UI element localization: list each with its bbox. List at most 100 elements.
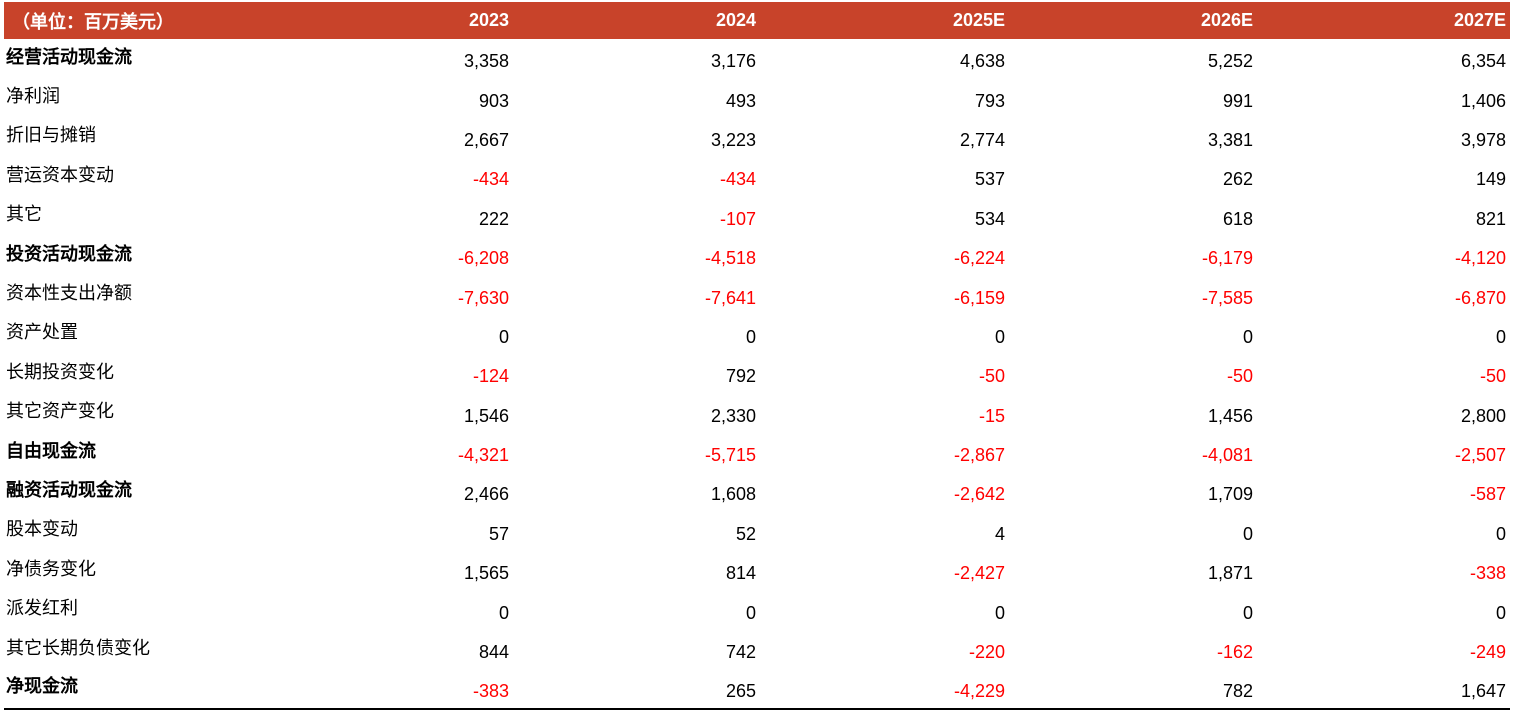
cash-flow-table: （单位：百万美元） 2023 2024 2025E 2026E 2027E 经营… — [4, 2, 1510, 710]
value-cell: 0 — [1495, 602, 1506, 623]
value-cell: 1,647 — [1257, 669, 1510, 710]
row-label: 长期投资变化 — [6, 361, 114, 382]
table-row: 营运资本变动 -434 -434 537 262 149 — [4, 157, 1510, 196]
row-label: 股本变动 — [6, 519, 78, 540]
value-cell: -2,642 — [953, 484, 1005, 505]
value-cell: 222 — [478, 208, 509, 229]
value-cell: -7,630 — [457, 287, 509, 308]
table-body: 经营活动现金流 3,358 3,176 4,638 5,252 6,354 净利润 903 49… — [4, 39, 1510, 710]
table-row: 经营活动现金流 3,358 3,176 4,638 5,252 6,354 — [4, 39, 1510, 78]
table-row: 资产处置 0 0 0 0 0 — [4, 315, 1510, 354]
value-cell: 3,223 — [710, 129, 756, 150]
value-cell: 149 — [1475, 169, 1506, 190]
value-cell: 2,330 — [710, 405, 756, 426]
value-cell: -162 — [1216, 642, 1253, 663]
value-cell: 0 — [745, 326, 756, 347]
value-cell: 991 — [1222, 90, 1253, 111]
row-label: 其它资产变化 — [6, 401, 114, 422]
value-cell: 821 — [1475, 208, 1506, 229]
value-cell: -2,427 — [953, 563, 1005, 584]
value-cell: -50 — [1479, 366, 1506, 387]
table-row: 融资活动现金流 2,466 1,608 -2,642 1,709 -587 — [4, 472, 1510, 511]
row-label: 净利润 — [6, 86, 60, 107]
value-cell: -434 — [472, 169, 509, 190]
value-cell: -434 — [719, 169, 756, 190]
value-cell: -6,224 — [953, 248, 1005, 269]
value-cell: 493 — [725, 90, 756, 111]
value-cell: -6,159 — [953, 287, 1005, 308]
value-cell: -4,518 — [704, 248, 756, 269]
value-cell: 3,176 — [710, 51, 756, 72]
value-cell: -50 — [1226, 366, 1253, 387]
value-cell: 1,565 — [463, 563, 509, 584]
value-cell: -124 — [472, 366, 509, 387]
row-label: 资产处置 — [6, 322, 78, 343]
value-cell: 0 — [1242, 602, 1253, 623]
value-cell: 0 — [745, 602, 756, 623]
row-label: 经营活动现金流 — [6, 46, 132, 67]
value-cell: 793 — [974, 90, 1005, 111]
row-label: 其它长期负债变化 — [6, 637, 150, 658]
table-row: 净债务变化 1,565 814 -2,427 1,871 -338 — [4, 551, 1510, 590]
value-cell: 742 — [725, 642, 756, 663]
header-row: （单位：百万美元） 2023 2024 2025E 2026E 2027E — [4, 2, 1510, 39]
row-label: 资本性支出净额 — [6, 283, 132, 304]
value-cell: 1,871 — [1207, 563, 1253, 584]
value-cell: -50 — [978, 366, 1005, 387]
value-cell: 5,252 — [1207, 51, 1253, 72]
row-label: 投资活动现金流 — [6, 243, 132, 264]
value-cell: 57 — [488, 523, 509, 544]
value-cell: 0 — [1242, 523, 1253, 544]
value-cell: 618 — [1222, 208, 1253, 229]
row-label: 其它 — [6, 204, 42, 225]
value-cell: -4,081 — [1201, 445, 1253, 466]
value-cell: -4,120 — [1454, 248, 1506, 269]
table-row: 长期投资变化 -124 792 -50 -50 -50 — [4, 354, 1510, 393]
value-cell: 3,381 — [1207, 129, 1253, 150]
value-cell: 262 — [1222, 169, 1253, 190]
value-cell: 537 — [974, 169, 1005, 190]
value-cell: -5,715 — [704, 445, 756, 466]
value-cell: 0 — [498, 326, 509, 347]
value-cell: 792 — [725, 366, 756, 387]
value-cell: 1,709 — [1207, 484, 1253, 505]
value-cell: 3,358 — [463, 51, 509, 72]
value-cell: 2,667 — [463, 129, 509, 150]
year-header-2024: 2024 — [715, 10, 756, 30]
year-header-2026e: 2026E — [1200, 10, 1253, 30]
value-cell: -338 — [1469, 563, 1506, 584]
value-cell: 1,608 — [710, 484, 756, 505]
value-cell: -249 — [1469, 642, 1506, 663]
value-cell: 3,978 — [1460, 129, 1506, 150]
value-cell: -107 — [719, 208, 756, 229]
value-cell: 0 — [1495, 326, 1506, 347]
row-label: 营运资本变动 — [6, 164, 114, 185]
row-label: 融资活动现金流 — [6, 479, 132, 500]
value-cell: 903 — [478, 90, 509, 111]
table-header: （单位：百万美元） 2023 2024 2025E 2026E 2027E — [4, 2, 1510, 39]
value-cell: 814 — [725, 563, 756, 584]
row-label: 折旧与摊销 — [6, 125, 96, 146]
unit-label: （单位：百万美元） — [12, 11, 174, 32]
table-row: 净利润 903 493 793 991 1,406 — [4, 78, 1510, 117]
value-cell: 1,546 — [463, 405, 509, 426]
row-label: 净债务变化 — [6, 558, 96, 579]
table-row: 派发红利 0 0 0 0 0 — [4, 590, 1510, 629]
value-cell: 1,406 — [1460, 90, 1506, 111]
value-cell: -587 — [1469, 484, 1506, 505]
value-cell: 265 — [513, 669, 760, 710]
value-cell: 0 — [1242, 326, 1253, 347]
value-cell: 1,456 — [1207, 405, 1253, 426]
value-cell: -4,229 — [760, 669, 1009, 710]
value-cell: 0 — [994, 602, 1005, 623]
value-cell: 0 — [498, 602, 509, 623]
value-cell: -6,179 — [1201, 248, 1253, 269]
value-cell: 4,638 — [959, 51, 1005, 72]
value-cell: -7,641 — [704, 287, 756, 308]
table-row: 净现金流 -383 265 -4,229 782 1,647 — [4, 669, 1510, 710]
value-cell: 4 — [994, 523, 1005, 544]
value-cell: -383 — [266, 669, 513, 710]
table-row: 投资活动现金流 -6,208 -4,518 -6,224 -6,179 -4,120 — [4, 236, 1510, 275]
table-row: 资本性支出净额 -7,630 -7,641 -6,159 -7,585 -6,870 — [4, 275, 1510, 314]
table-row: 折旧与摊销 2,667 3,223 2,774 3,381 3,978 — [4, 118, 1510, 157]
